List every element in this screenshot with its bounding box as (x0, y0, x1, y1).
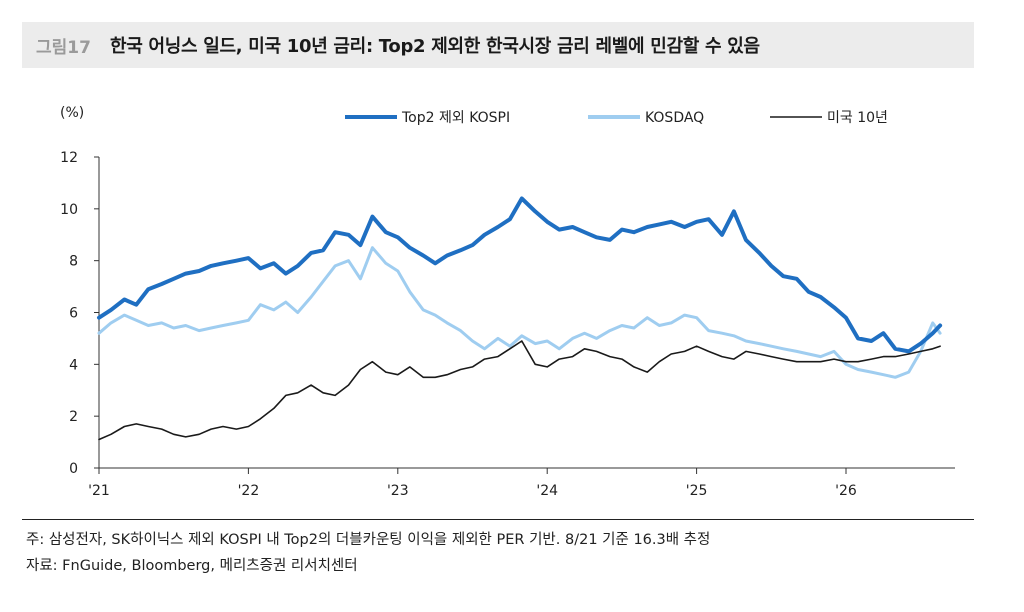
chart: (%) 0 2 4 6 8 10 12 '21 '22 '23 '24 '25 '26 Top2 제외 K… (60, 105, 955, 499)
legend-label: Top2 제외 KOSPI (401, 110, 510, 126)
x-tick-label: '23 (387, 483, 409, 499)
footer-rule (22, 519, 974, 520)
source-note: 자료: FnGuide, Bloomberg, 메리츠증권 리서치센터 (26, 558, 358, 574)
y-tick-label: 6 (69, 306, 78, 322)
figure-number: 그림17 (36, 38, 91, 58)
y-axis-unit: (%) (60, 105, 84, 121)
chart-lines (97, 196, 943, 441)
y-tick-label: 2 (69, 409, 78, 425)
y-tick-label: 12 (60, 150, 78, 166)
legend-label: 미국 10년 (827, 110, 888, 126)
x-tick-label: '22 (238, 483, 260, 499)
y-tick-label: 4 (69, 357, 78, 373)
x-tick-label: '21 (88, 483, 110, 499)
series-line (97, 246, 942, 379)
x-tick-label: '24 (536, 483, 558, 499)
series-line (97, 196, 943, 354)
x-tick-label: '25 (686, 483, 708, 499)
legend-label: KOSDAQ (645, 110, 704, 126)
title-bar: 그림17 한국 어닝스 일드, 미국 10년 금리: Top2 제외한 한국시장… (22, 22, 974, 68)
figure-title: 한국 어닝스 일드, 미국 10년 금리: Top2 제외한 한국시장 금리 레… (110, 36, 760, 57)
x-tick-label: '26 (835, 483, 857, 499)
y-tick-label: 10 (60, 202, 78, 218)
footnote: 주: 삼성전자, SK하이닉스 제외 KOSPI 내 Top2의 더블카운팅 이… (26, 532, 711, 548)
y-tick-label: 8 (69, 254, 78, 270)
y-tick-label: 0 (69, 461, 78, 477)
chart-legend: Top2 제외 KOSPI KOSDAQ 미국 10년 (345, 110, 888, 126)
chart-axes: (%) 0 2 4 6 8 10 12 '21 '22 '23 '24 '25 '26 (60, 105, 955, 499)
series-line (98, 340, 941, 441)
